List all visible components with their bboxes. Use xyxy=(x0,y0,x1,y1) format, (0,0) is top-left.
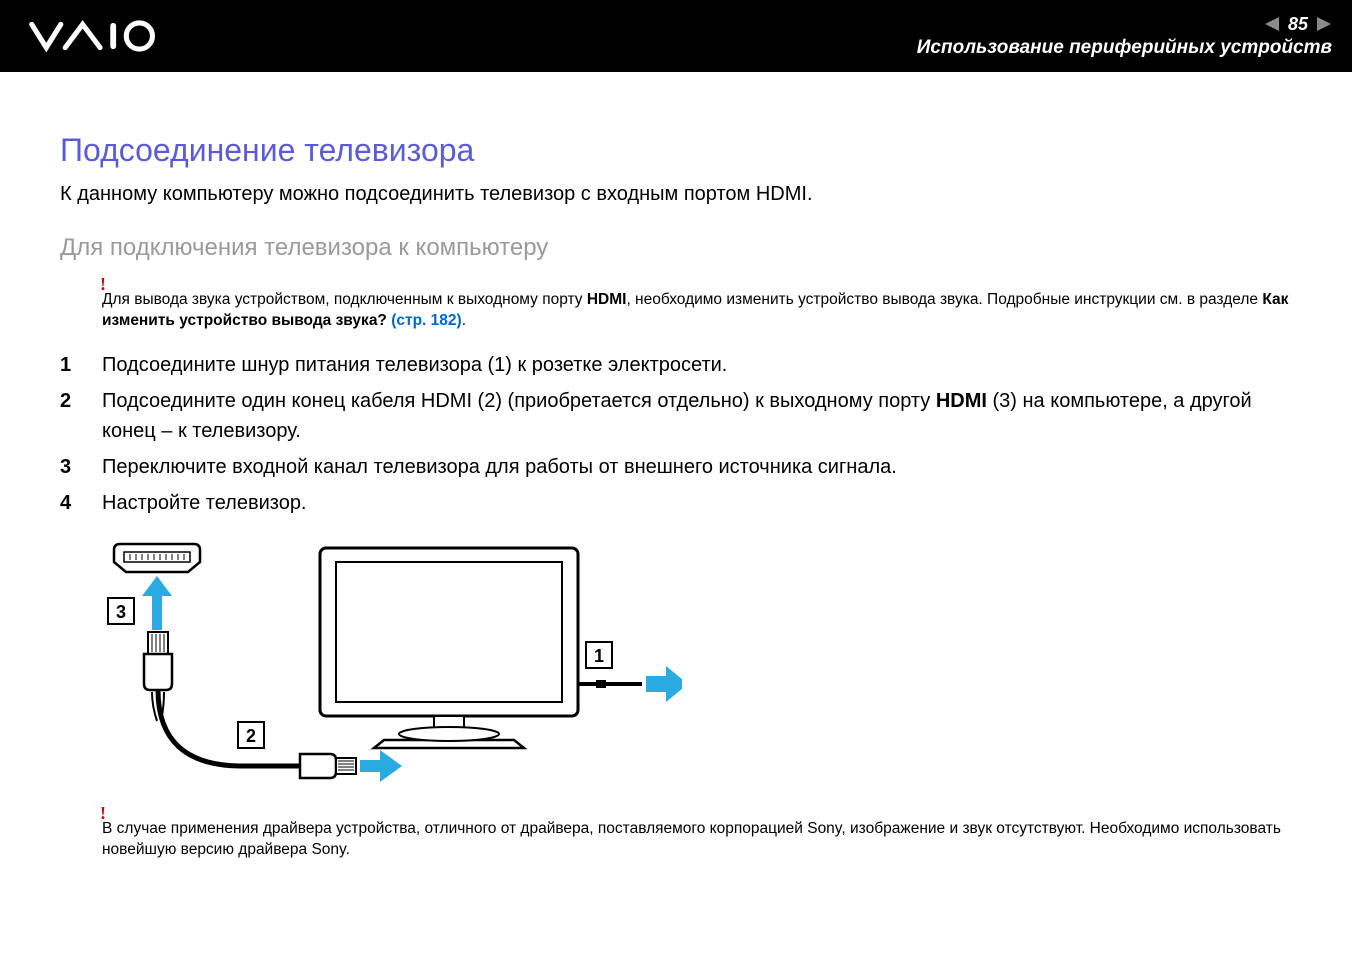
svg-text:3: 3 xyxy=(116,602,126,622)
prev-arrow-icon[interactable] xyxy=(1264,16,1282,32)
page-number: 85 xyxy=(1288,14,1308,35)
content-area: Подсоединение телевизора К данному компь… xyxy=(0,72,1352,861)
header-bar: 85 Использование периферийных устройств xyxy=(0,0,1352,72)
warning-block: ! В случае применения драйвера устройств… xyxy=(102,819,1292,861)
connection-diagram: 3 2 xyxy=(102,536,1292,801)
step-number: 3 xyxy=(60,452,102,482)
vaio-logo xyxy=(28,20,178,52)
step-text: Подсоедините один конец кабеля HDMI (2) … xyxy=(102,386,1292,446)
note-mark-icon: ! xyxy=(100,272,106,296)
svg-text:2: 2 xyxy=(246,726,256,746)
note-text: Для вывода звука устройством, подключенн… xyxy=(102,291,1288,329)
step-text: Подсоедините шнур питания телевизора (1)… xyxy=(102,350,1292,380)
header-right: 85 Использование периферийных устройств xyxy=(917,14,1332,59)
step-number: 4 xyxy=(60,488,102,518)
tv-icon xyxy=(320,548,578,748)
hdmi-connector-up-icon xyxy=(144,632,172,690)
step-item: 2 Подсоедините один конец кабеля HDMI (2… xyxy=(60,386,1292,446)
hdmi-connector-right-icon xyxy=(300,754,356,778)
warning-text: В случае применения драйвера устройства,… xyxy=(102,820,1281,858)
next-arrow-icon[interactable] xyxy=(1314,16,1332,32)
step-text: Переключите входной канал телевизора для… xyxy=(102,452,1292,482)
page-link[interactable]: (стр. 182) xyxy=(391,312,461,329)
step-number: 2 xyxy=(60,386,102,446)
step-number: 1 xyxy=(60,350,102,380)
page-nav: 85 xyxy=(917,14,1332,35)
hdmi-port-icon xyxy=(114,544,200,572)
step-item: 1 Подсоедините шнур питания телевизора (… xyxy=(60,350,1292,380)
subtitle: Для подключения телевизора к компьютеру xyxy=(60,234,1292,262)
step-item: 3 Переключите входной канал телевизора д… xyxy=(60,452,1292,482)
note-block: ! Для вывода звука устройством, подключе… xyxy=(102,290,1292,332)
warn-mark-icon: ! xyxy=(100,801,106,825)
step-text: Настройте телевизор. xyxy=(102,488,1292,518)
svg-text:1: 1 xyxy=(594,646,604,666)
intro-text: К данному компьютеру можно подсоединить … xyxy=(60,183,1292,206)
breadcrumb: Использование периферийных устройств xyxy=(917,37,1332,59)
step-item: 4 Настройте телевизор. xyxy=(60,488,1292,518)
steps-list: 1 Подсоедините шнур питания телевизора (… xyxy=(60,350,1292,518)
page-title: Подсоединение телевизора xyxy=(60,132,1292,169)
